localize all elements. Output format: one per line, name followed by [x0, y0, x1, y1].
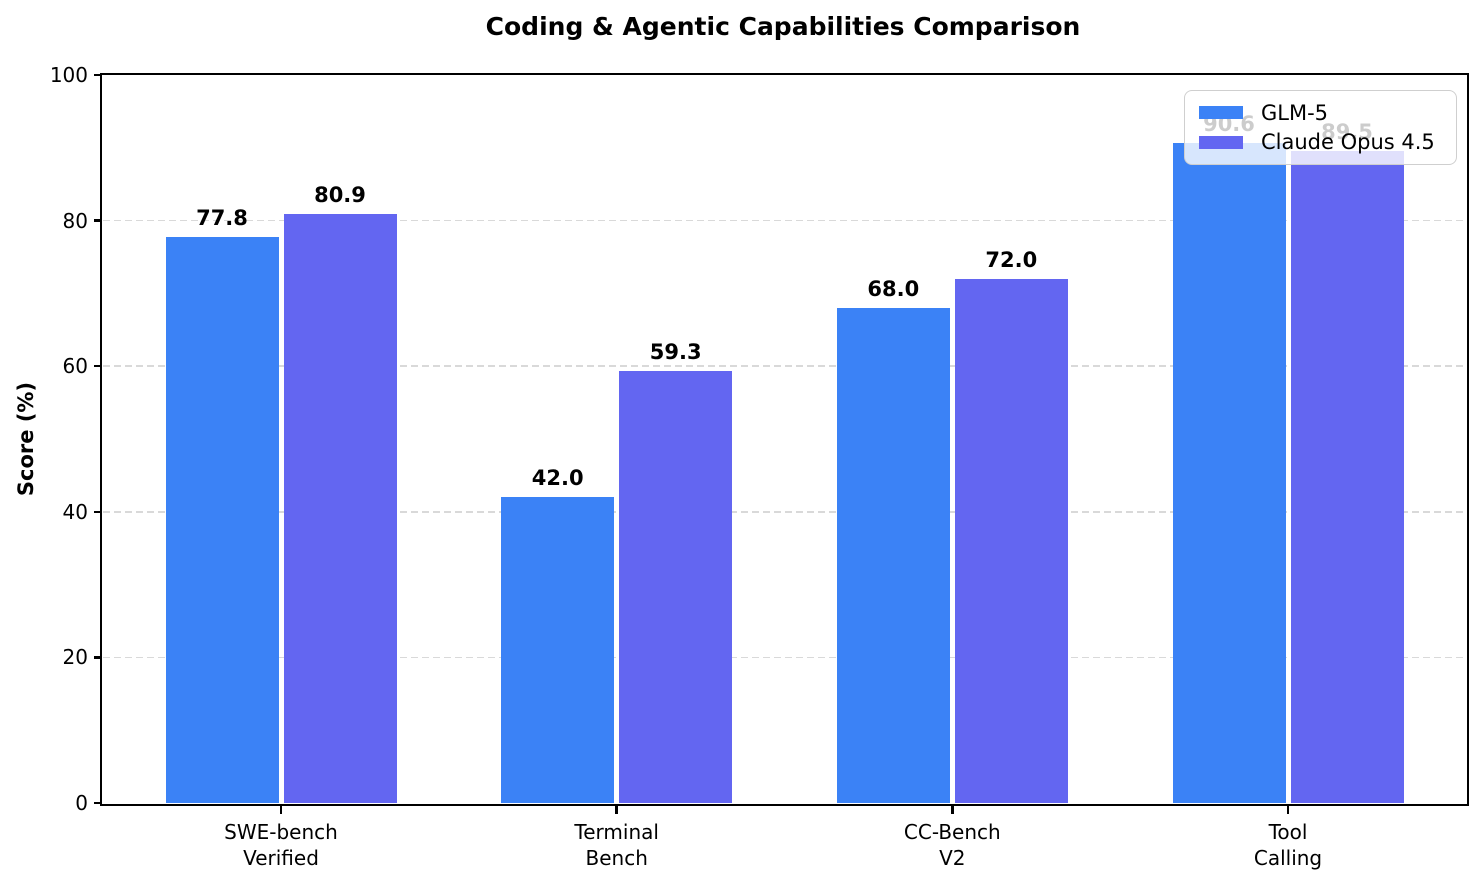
x-tick-mark: [615, 805, 618, 814]
x-tick-mark: [1286, 805, 1290, 814]
x-tick-label-line: Terminal: [574, 820, 659, 844]
x-tick-label-line: Calling: [1253, 846, 1323, 870]
legend-label: Claude Opus 4.5: [1261, 130, 1435, 155]
bar-glm-5-group1: [501, 497, 615, 803]
x-tick-label-line: Verified: [243, 846, 319, 870]
y-tick-mark: [94, 73, 102, 77]
bar-value-label: 68.0: [867, 276, 920, 301]
legend-label: GLM-5: [1261, 100, 1329, 125]
bar-claude-opus-4-5-group0: [283, 214, 397, 803]
legend-swatch-icon: [1199, 135, 1243, 149]
x-tick-label-line: Tool: [1268, 820, 1308, 844]
y-tick-mark: [94, 510, 102, 514]
bar-value-label: 59.3: [649, 340, 702, 365]
y-tick-mark: [94, 801, 102, 805]
x-tick-mark: [279, 805, 283, 814]
bar-claude-opus-4-5-group2: [954, 278, 1068, 803]
gridline-20: [102, 656, 1467, 659]
y-tick-mark: [94, 656, 102, 659]
legend-swatch-icon: [1199, 106, 1243, 120]
y-tick-label: 100: [49, 63, 88, 87]
legend-entry: GLM-5: [1199, 101, 1442, 125]
y-tick-label: 20: [62, 645, 88, 670]
legend: GLM-5 Claude Opus 4.5: [1184, 90, 1457, 165]
bar-value-label: 77.8: [196, 205, 248, 230]
x-tick-label-line: V2: [939, 846, 966, 870]
legend-entry: Claude Opus 4.5: [1199, 130, 1442, 154]
gridline-40: [102, 511, 1467, 513]
x-tick-label-line: Bench: [585, 846, 648, 870]
x-tick-label-3: Tool Calling: [1254, 819, 1322, 871]
bar-claude-opus-4-5-group1: [619, 371, 733, 803]
x-tick-label-2: CC-Bench V2: [904, 819, 1001, 871]
bar-value-label: 72.0: [985, 247, 1038, 272]
chart-title: Coding & Agentic Capabilities Comparison: [485, 12, 1081, 41]
x-tick-label-0: SWE-bench Verified: [224, 819, 338, 871]
bar-value-label: 80.9: [314, 183, 366, 208]
bar-glm-5-group2: [836, 307, 950, 803]
gridline-60: [102, 365, 1467, 367]
y-tick-label: 60: [62, 354, 88, 379]
y-tick-label: 80: [62, 208, 88, 233]
y-tick-label: 40: [62, 499, 88, 524]
y-tick-mark: [94, 219, 102, 222]
x-tick-mark: [951, 805, 954, 814]
gridline-80: [102, 219, 1467, 222]
bar-claude-opus-4-5-group3: [1290, 151, 1404, 803]
bar-glm-5-group0: [165, 236, 279, 803]
y-tick-mark: [94, 364, 102, 368]
y-tick-label: 0: [75, 791, 88, 815]
bar-value-label: 42.0: [531, 466, 584, 491]
x-tick-label-1: Terminal Bench: [574, 819, 659, 871]
y-axis-label: Score (%): [14, 381, 38, 497]
x-tick-label-line: CC-Bench: [903, 820, 1001, 844]
x-tick-label-line: SWE-bench: [224, 820, 338, 844]
bar-glm-5-group3: [1172, 143, 1286, 803]
